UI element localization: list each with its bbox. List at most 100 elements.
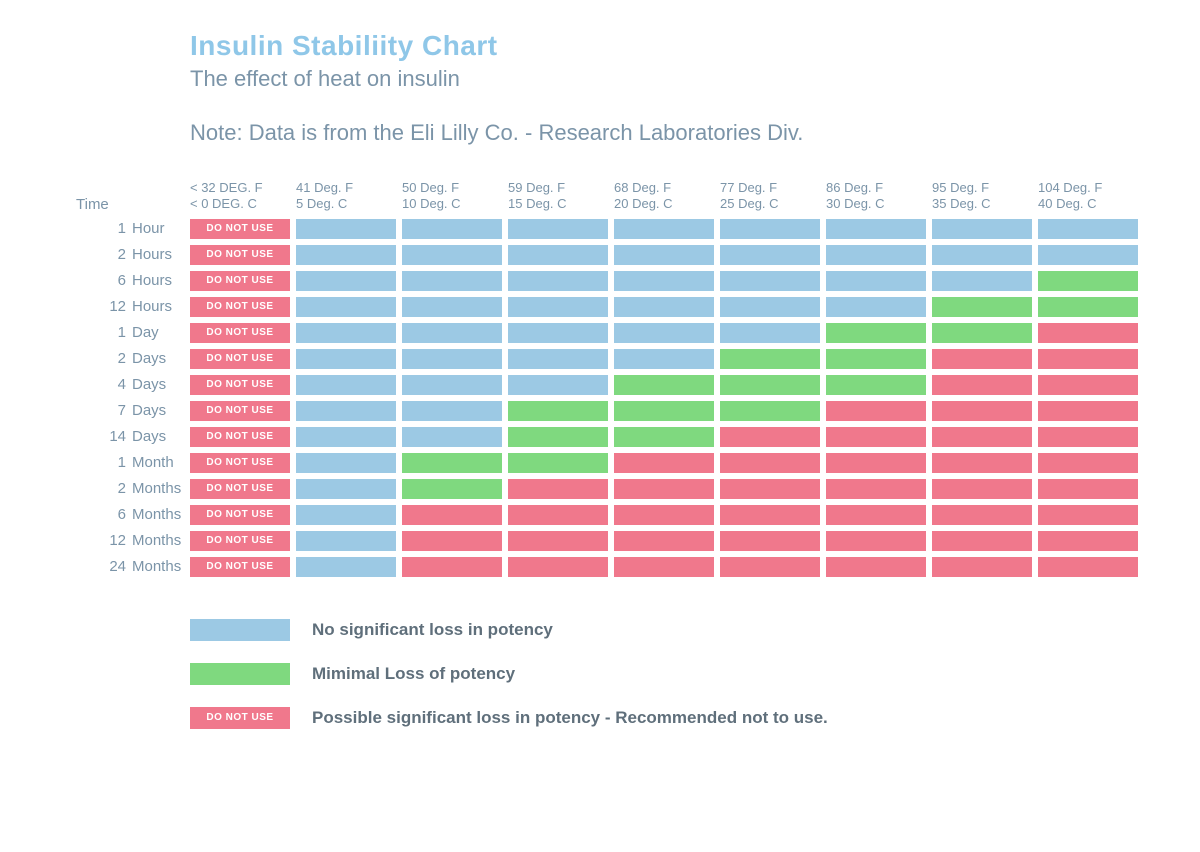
table-cell bbox=[932, 375, 1032, 395]
table-header-row: Time< 32 DEG. F< 0 DEG. C41 Deg. F5 Deg.… bbox=[76, 180, 1138, 213]
table-cell bbox=[614, 245, 714, 265]
table-cell bbox=[614, 557, 714, 577]
potency-ok-cell bbox=[296, 505, 396, 525]
table-cell bbox=[826, 297, 926, 317]
potency-ok-cell bbox=[296, 245, 396, 265]
table-cell bbox=[932, 505, 1032, 525]
do-not-use-cell: DO NOT USE bbox=[190, 531, 290, 551]
table-cell bbox=[720, 453, 820, 473]
potency-ok-cell bbox=[614, 297, 714, 317]
potency-ok-cell bbox=[614, 245, 714, 265]
table-cell bbox=[614, 427, 714, 447]
table-cell bbox=[296, 271, 396, 291]
table-cell bbox=[1038, 323, 1138, 343]
table-cell bbox=[932, 349, 1032, 369]
potency-loss-cell bbox=[402, 505, 502, 525]
table-cell bbox=[402, 271, 502, 291]
table-cell bbox=[826, 401, 926, 421]
table-cell bbox=[402, 427, 502, 447]
table-cell bbox=[402, 349, 502, 369]
table-cell bbox=[1038, 505, 1138, 525]
potency-loss-cell bbox=[1038, 505, 1138, 525]
potency-loss-cell bbox=[932, 531, 1032, 551]
potency-ok-cell bbox=[402, 219, 502, 239]
do-not-use-cell: DO NOT USE bbox=[190, 271, 290, 291]
table-cell bbox=[296, 375, 396, 395]
potency-ok-cell bbox=[826, 245, 926, 265]
table-row: 4DaysDO NOT USE bbox=[76, 375, 1138, 395]
column-header: 50 Deg. F10 Deg. C bbox=[402, 180, 502, 213]
table-cell bbox=[1038, 401, 1138, 421]
column-header: < 32 DEG. F< 0 DEG. C bbox=[190, 180, 290, 213]
potency-ok-cell bbox=[508, 245, 608, 265]
table-cell bbox=[402, 505, 502, 525]
table-body: 1HourDO NOT USE 2HoursDO NOT USE 6Hours DO … bbox=[76, 219, 1138, 577]
potency-loss-cell bbox=[508, 557, 608, 577]
legend-label: Possible significant loss in potency - R… bbox=[312, 708, 828, 728]
potency-ok-cell bbox=[402, 271, 502, 291]
table-cell bbox=[826, 505, 926, 525]
table-cell bbox=[508, 557, 608, 577]
potency-ok-cell bbox=[296, 219, 396, 239]
do-not-use-cell: DO NOT USE bbox=[190, 427, 290, 447]
potency-ok-cell bbox=[402, 427, 502, 447]
source-note: Note: Data is from the Eli Lilly Co. - R… bbox=[190, 120, 1200, 146]
potency-loss-cell bbox=[508, 505, 608, 525]
table-cell bbox=[296, 505, 396, 525]
row-label: 24Months bbox=[76, 557, 184, 577]
row-label: 2Days bbox=[76, 349, 184, 369]
do-not-use-cell: DO NOT USE bbox=[190, 323, 290, 343]
column-header: 68 Deg. F20 Deg. C bbox=[614, 180, 714, 213]
potency-loss-cell bbox=[826, 427, 926, 447]
table-cell bbox=[932, 453, 1032, 473]
potency-ok-cell bbox=[508, 375, 608, 395]
table-cell bbox=[614, 401, 714, 421]
potency-loss-cell bbox=[614, 453, 714, 473]
table-cell bbox=[720, 531, 820, 551]
table-cell bbox=[720, 557, 820, 577]
table-cell bbox=[614, 297, 714, 317]
potency-ok-cell bbox=[720, 323, 820, 343]
table-row: 1HourDO NOT USE bbox=[76, 219, 1138, 239]
potency-loss-cell bbox=[932, 349, 1032, 369]
table-row: 2HoursDO NOT USE bbox=[76, 245, 1138, 265]
do-not-use-cell: DO NOT USE bbox=[190, 375, 290, 395]
table-cell bbox=[296, 453, 396, 473]
table-cell bbox=[402, 245, 502, 265]
table-cell bbox=[826, 453, 926, 473]
table-cell bbox=[402, 219, 502, 239]
page-title: Insulin Stabiliity Chart bbox=[190, 30, 1200, 62]
time-header: Time bbox=[76, 180, 184, 213]
table-cell bbox=[1038, 297, 1138, 317]
potency-ok-cell bbox=[720, 245, 820, 265]
row-label: 6Hours bbox=[76, 271, 184, 291]
potency-loss-cell bbox=[1038, 349, 1138, 369]
do-not-use-cell: DO NOT USE bbox=[190, 505, 290, 525]
table-cell bbox=[720, 271, 820, 291]
potency-loss-cell bbox=[932, 453, 1032, 473]
potency-minimal-loss-cell bbox=[826, 323, 926, 343]
table-cell bbox=[932, 245, 1032, 265]
potency-minimal-loss-cell bbox=[508, 401, 608, 421]
table-cell bbox=[1038, 531, 1138, 551]
table-cell bbox=[402, 479, 502, 499]
table-cell bbox=[932, 557, 1032, 577]
potency-loss-cell bbox=[720, 453, 820, 473]
potency-loss-cell bbox=[614, 479, 714, 499]
potency-minimal-loss-cell bbox=[614, 375, 714, 395]
table-cell bbox=[720, 375, 820, 395]
table-row: 2DaysDO NOT USE bbox=[76, 349, 1138, 369]
potency-loss-cell bbox=[826, 401, 926, 421]
table-cell bbox=[508, 323, 608, 343]
table-cell bbox=[614, 505, 714, 525]
potency-ok-cell bbox=[508, 297, 608, 317]
potency-ok-cell bbox=[720, 297, 820, 317]
legend-swatch bbox=[190, 663, 290, 685]
potency-ok-cell bbox=[402, 323, 502, 343]
table-cell bbox=[508, 375, 608, 395]
potency-minimal-loss-cell bbox=[508, 427, 608, 447]
table-cell bbox=[932, 271, 1032, 291]
potency-loss-cell bbox=[826, 505, 926, 525]
table-cell bbox=[402, 323, 502, 343]
table-cell: DO NOT USE bbox=[190, 453, 290, 473]
